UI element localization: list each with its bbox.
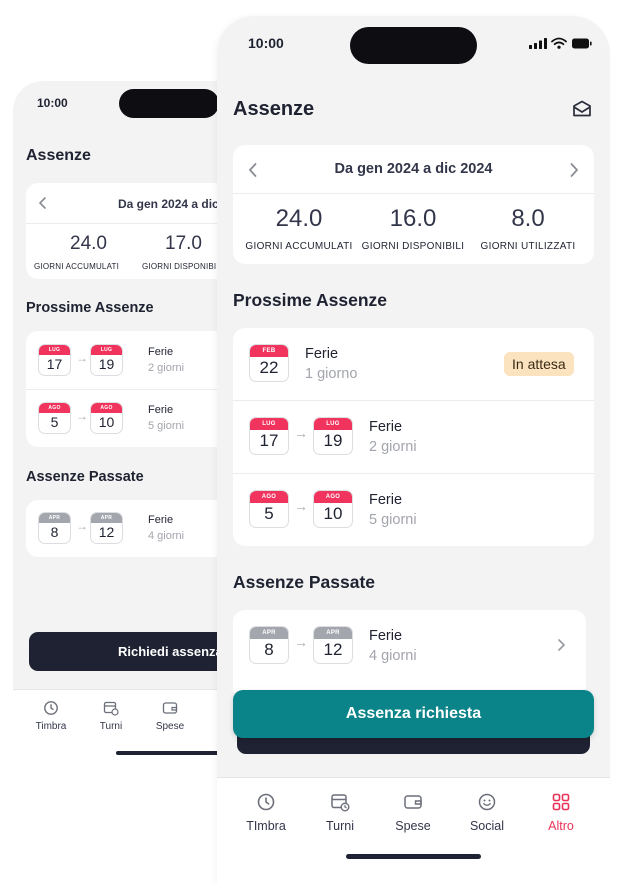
tab-timbra[interactable]: Timbra xyxy=(21,700,81,732)
stat-available-label: GIORNI DISPONIBILI xyxy=(142,262,224,271)
calendar-icon: LUG 17 xyxy=(249,417,289,455)
clock-icon xyxy=(257,793,275,811)
calendar-icon: AGO 5 xyxy=(249,490,289,528)
absence-type: Ferie xyxy=(148,404,174,416)
absence-duration: 2 giorni xyxy=(148,362,185,374)
absence-type: Ferie xyxy=(148,514,174,526)
home-indicator xyxy=(346,854,481,859)
arrow-right-icon: → xyxy=(76,519,88,533)
calendar-icon: LUG 19 xyxy=(90,344,123,376)
wallet-icon xyxy=(404,795,422,809)
tab-spese[interactable]: Spese xyxy=(378,792,448,833)
tab-timbra[interactable]: TImbra xyxy=(231,792,301,833)
status-badge: In attesa xyxy=(504,352,574,376)
stat-accumulated-label: GIORNI ACCUMULATI xyxy=(34,262,120,271)
calendar-icon: LUG 19 xyxy=(313,417,353,455)
status-time: 10:00 xyxy=(37,96,68,110)
dynamic-island xyxy=(350,27,477,64)
arrow-right-icon: → xyxy=(294,498,308,514)
calendar-icon: APR 12 xyxy=(90,512,123,544)
arrow-right-icon: → xyxy=(76,351,88,365)
calendar-icon: FEB 22 xyxy=(249,344,289,382)
calendar-icon: LUG 17 xyxy=(38,344,71,376)
period-stats-card: Da gen 2024 a dic 2024 24.0 GIORNI ACCUM… xyxy=(233,145,594,264)
dynamic-island xyxy=(119,89,219,118)
calendar-icon: AGO 10 xyxy=(313,490,353,528)
period-label: Da gen 2024 a dic 20 xyxy=(118,197,236,211)
past-section-title: Assenze Passate xyxy=(26,469,144,485)
page-title: Assenze xyxy=(233,98,315,120)
stat-accumulated-label: GIORNI ACCUMULATI xyxy=(245,241,353,252)
stat-accumulated-value: 24.0 xyxy=(275,205,323,232)
upcoming-section-title: Prossime Assenze xyxy=(26,300,154,316)
absence-duration: 4 giorni xyxy=(148,530,185,542)
absence-type: Ferie xyxy=(305,346,339,362)
tab-turni[interactable]: Turni xyxy=(305,792,375,833)
list-item[interactable]: APR 8 → APR 12 Ferie 4 giorni xyxy=(26,500,343,557)
absence-duration: 1 giorno xyxy=(305,366,358,382)
list-item[interactable]: AGO 5 → AGO 10 Ferie 5 giorni xyxy=(26,389,343,447)
list-item[interactable]: APR 8 → APR 12 Ferie 4 giorni xyxy=(233,610,586,682)
home-indicator xyxy=(116,751,224,755)
chevron-left-icon[interactable] xyxy=(38,196,48,210)
calendar-icon: APR 8 xyxy=(38,512,71,544)
stat-used-value: 8.0 xyxy=(511,205,545,232)
absence-duration: 5 giorni xyxy=(369,512,417,528)
stat-accumulated-value: 24.0 xyxy=(70,233,107,254)
list-item[interactable]: LUG 17 → LUG 19 Ferie 2 giorni xyxy=(233,401,594,473)
stat-available-value: 17.0 xyxy=(165,233,202,254)
stat-available-value: 16.0 xyxy=(389,205,437,232)
absence-duration: 4 giorni xyxy=(369,648,417,664)
grid-icon xyxy=(552,793,570,811)
tab-spese[interactable]: Spese xyxy=(140,700,200,732)
upcoming-section-title: Prossime Assenze xyxy=(233,290,388,310)
front-phone-screen: 10:00 Assenze Da gen 2024 a dic 2024 24.… xyxy=(217,16,610,884)
chevron-left-icon[interactable] xyxy=(247,162,259,178)
tab-altro[interactable]: Altro xyxy=(526,792,596,833)
list-item[interactable]: FEB 22 Ferie 1 giorno In attesa xyxy=(233,328,594,400)
calendar-icon: AGO 10 xyxy=(90,402,123,434)
chevron-right-icon[interactable] xyxy=(568,162,580,178)
upcoming-list: FEB 22 Ferie 1 giorno In attesa LUG 17 → L… xyxy=(233,328,594,546)
stat-available-label: GIORNI DISPONIBILI xyxy=(361,241,465,252)
calendar-clock-icon xyxy=(331,794,350,812)
absence-type: Ferie xyxy=(148,346,174,358)
wallet-icon xyxy=(162,702,178,714)
list-item[interactable]: AGO 5 → AGO 10 Ferie 5 giorni xyxy=(233,474,594,546)
period-label: Da gen 2024 a dic 2024 xyxy=(334,161,493,177)
tab-bar: TImbra Turni Spese Social Altro xyxy=(217,777,610,884)
arrow-right-icon: → xyxy=(294,425,308,441)
tab-turni[interactable]: Turni xyxy=(81,700,141,732)
absence-duration: 2 giorni xyxy=(369,439,417,455)
past-section-title: Assenze Passate xyxy=(233,572,376,592)
chevron-right-icon xyxy=(558,639,565,651)
success-toast: Assenza richiesta xyxy=(233,690,594,738)
absence-type: Ferie xyxy=(369,628,403,644)
arrow-right-icon: → xyxy=(294,634,308,650)
mail-icon[interactable] xyxy=(572,100,592,118)
status-time: 10:00 xyxy=(248,35,284,51)
page-title: Assenze xyxy=(26,147,91,164)
absence-type: Ferie xyxy=(369,492,403,508)
calendar-clock-icon xyxy=(103,701,119,716)
toast-message: Assenza richiesta xyxy=(345,705,482,722)
smile-icon xyxy=(478,793,496,811)
battery-icon xyxy=(572,38,592,49)
clock-icon xyxy=(44,701,58,715)
absence-duration: 5 giorni xyxy=(148,420,185,432)
absence-type: Ferie xyxy=(369,419,403,435)
wifi-icon xyxy=(551,37,567,49)
tab-social[interactable]: Social xyxy=(452,792,522,833)
signal-icon xyxy=(529,38,547,49)
stat-used-label: GIORNI UTILIZZATI xyxy=(480,241,576,252)
list-item[interactable]: LUG 17 → LUG 19 Ferie 2 giorni xyxy=(26,331,343,389)
past-list: APR 8 → APR 12 Ferie 4 giorni xyxy=(233,610,586,700)
calendar-icon: APR 8 xyxy=(249,626,289,664)
arrow-right-icon: → xyxy=(76,409,88,423)
calendar-icon: APR 12 xyxy=(313,626,353,664)
calendar-icon: AGO 5 xyxy=(38,402,71,434)
